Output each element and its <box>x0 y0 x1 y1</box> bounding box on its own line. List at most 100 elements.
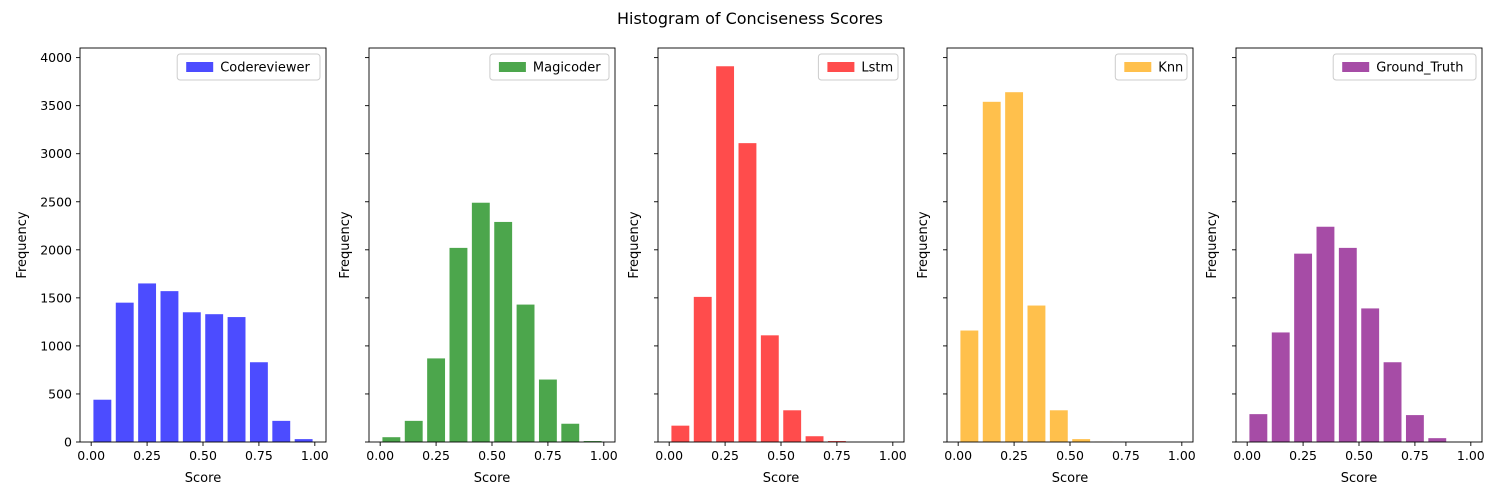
histogram-bar <box>716 66 734 442</box>
legend-swatch <box>499 62 526 72</box>
legend: Ground_Truth <box>1333 54 1476 80</box>
legend-label: Codereviewer <box>220 61 310 76</box>
histogram-bar <box>1339 248 1357 442</box>
histogram-bar <box>250 362 268 442</box>
x-tick-label: 0.25 <box>422 448 450 463</box>
histogram-bar <box>761 335 779 442</box>
legend: Magicoder <box>490 54 609 80</box>
histogram-bar <box>561 424 579 442</box>
histogram-bar <box>783 410 801 442</box>
y-tick-label: 1500 <box>40 290 72 305</box>
legend-swatch <box>1342 62 1369 72</box>
y-axis-label: Frequency <box>627 211 642 278</box>
y-tick-label: 3000 <box>40 146 72 161</box>
x-tick-label: 1.00 <box>1168 448 1196 463</box>
y-tick-label: 2500 <box>40 194 72 209</box>
histogram-bar <box>450 248 468 442</box>
histogram-bar <box>494 222 512 442</box>
x-tick-label: 0.75 <box>534 448 562 463</box>
legend-label: Lstm <box>861 61 893 76</box>
legend-label: Ground_Truth <box>1376 61 1463 76</box>
x-tick-label: 0.00 <box>944 448 972 463</box>
histogram-bar <box>116 303 134 442</box>
histogram-bar <box>1294 254 1312 442</box>
histogram-bar <box>694 297 712 442</box>
y-axis-label: Frequency <box>15 211 30 278</box>
histogram-bar <box>806 436 824 442</box>
x-tick-label: 0.50 <box>478 448 506 463</box>
y-tick-label: 2000 <box>40 242 72 257</box>
y-tick-label: 500 <box>48 386 72 401</box>
x-axis-label: Score <box>185 471 221 486</box>
histogram-bar <box>228 317 246 442</box>
x-tick-label: 1.00 <box>1457 448 1485 463</box>
y-axis-label: Frequency <box>916 211 931 278</box>
x-tick-label: 0.00 <box>1233 448 1261 463</box>
axes-frame <box>369 48 615 442</box>
histogram-bar <box>1005 92 1023 442</box>
y-axis-label: Frequency <box>1205 211 1220 278</box>
x-tick-label: 1.00 <box>879 448 907 463</box>
x-tick-label: 0.75 <box>1401 448 1429 463</box>
histogram-bar <box>1249 414 1267 442</box>
histogram-bar <box>1050 410 1068 442</box>
histogram-bar <box>93 400 111 442</box>
x-tick-label: 0.00 <box>366 448 394 463</box>
histogram-bar <box>739 143 757 442</box>
x-tick-label: 1.00 <box>590 448 618 463</box>
y-tick-label: 1000 <box>40 338 72 353</box>
x-tick-label: 0.00 <box>77 448 105 463</box>
histogram-bar <box>405 421 423 442</box>
histogram-bar <box>1272 332 1290 442</box>
x-tick-label: 0.00 <box>655 448 683 463</box>
x-axis-label: Score <box>1341 471 1377 486</box>
histogram-bar <box>382 437 400 442</box>
y-tick-label: 3500 <box>40 98 72 113</box>
x-tick-label: 0.50 <box>1345 448 1373 463</box>
histogram-bar <box>138 283 156 442</box>
legend-swatch <box>1124 62 1151 72</box>
y-tick-label: 4000 <box>40 50 72 65</box>
histogram-bar <box>1361 308 1379 442</box>
histogram-bar <box>183 312 201 442</box>
x-tick-label: 0.50 <box>189 448 217 463</box>
histogram-bar <box>472 203 490 442</box>
y-axis-label: Frequency <box>338 211 353 278</box>
legend-swatch <box>186 62 213 72</box>
histogram-bar <box>539 380 557 442</box>
subplot-5: 0.00 0.25 0.50 0.75 1.00 Score Frequency Ground… <box>1205 48 1485 486</box>
figure-title: Histogram of Conciseness Scores <box>617 9 883 28</box>
x-axis-label: Score <box>474 471 510 486</box>
legend-swatch <box>827 62 854 72</box>
histogram-bar <box>205 314 223 442</box>
y-tick-label: 0 <box>64 435 72 450</box>
subplot-2: 0.00 0.25 0.50 0.75 1.00 Score Frequency Magico… <box>338 48 618 486</box>
x-tick-label: 0.25 <box>1000 448 1028 463</box>
histogram-bar <box>1317 227 1335 442</box>
histogram-bar <box>272 421 290 442</box>
legend: Lstm <box>818 54 898 80</box>
histogram-bar <box>517 305 535 442</box>
histogram-bar <box>427 358 445 442</box>
x-tick-label: 0.75 <box>245 448 273 463</box>
histogram-bar <box>1428 438 1446 442</box>
legend: Codereviewer <box>177 54 320 80</box>
legend-label: Magicoder <box>533 61 601 76</box>
x-tick-label: 0.25 <box>1289 448 1317 463</box>
histogram-bar <box>1028 306 1046 442</box>
legend: Knn <box>1115 54 1187 80</box>
legend-label: Knn <box>1158 61 1183 76</box>
histogram-bar <box>671 426 689 442</box>
x-axis-label: Score <box>1052 471 1088 486</box>
x-tick-label: 0.25 <box>711 448 739 463</box>
x-tick-label: 0.75 <box>823 448 851 463</box>
histogram-bar <box>161 291 179 442</box>
x-axis-label: Score <box>763 471 799 486</box>
histogram-bar <box>983 102 1001 442</box>
histogram-bar <box>960 331 978 442</box>
